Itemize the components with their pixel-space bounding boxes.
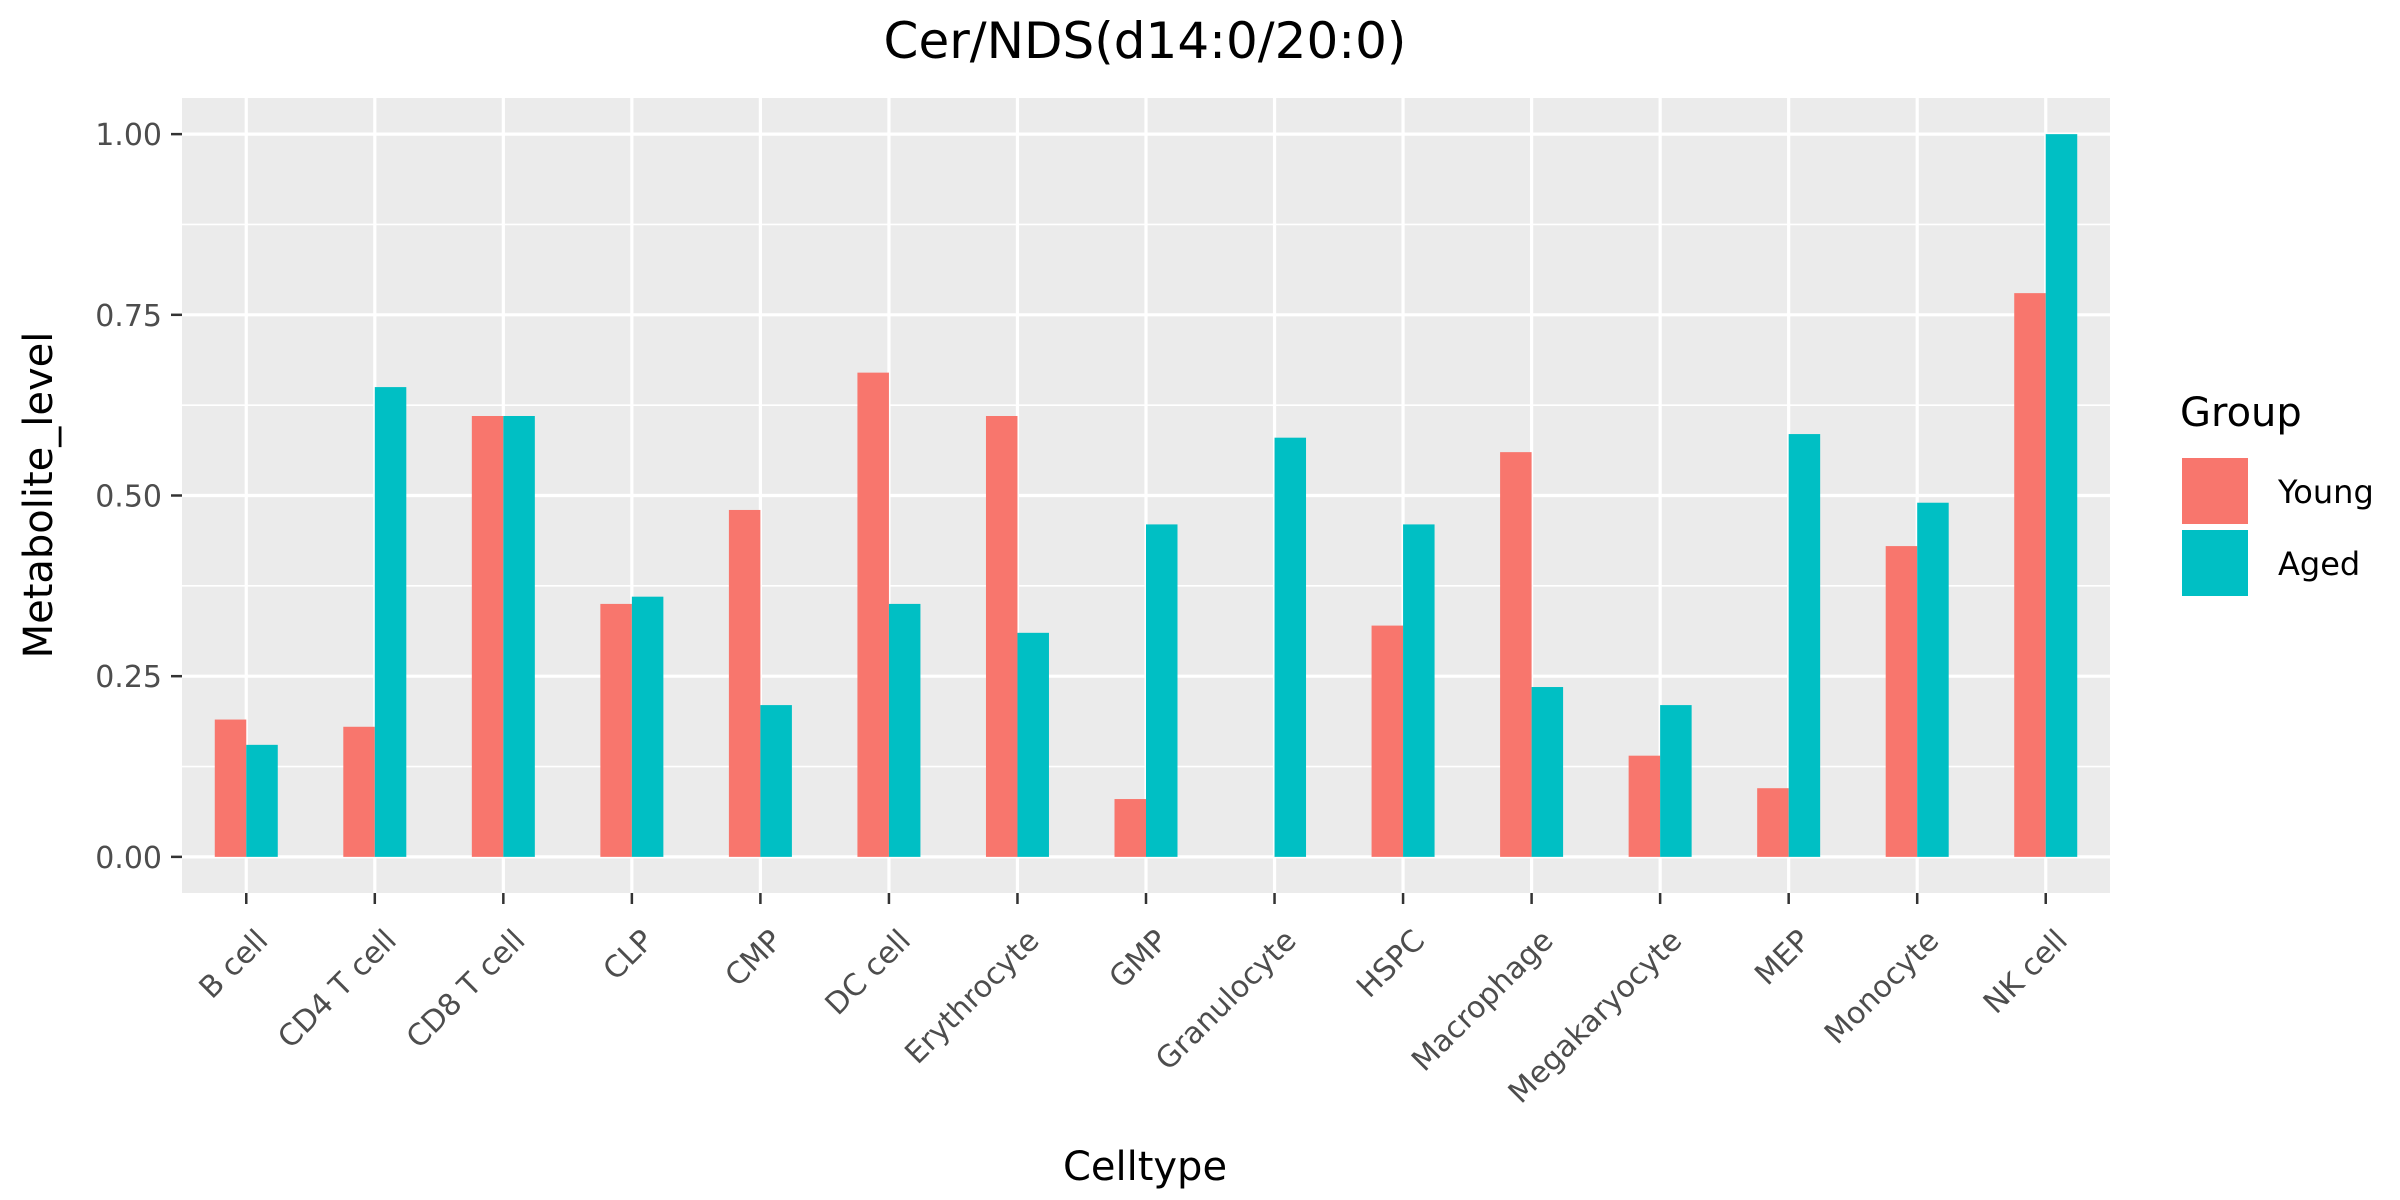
y-tick-label: 0.75 bbox=[95, 299, 162, 334]
x-tick-label: CLP bbox=[597, 923, 661, 987]
y-tick-label: 0.00 bbox=[95, 841, 162, 876]
bar-young-7 bbox=[1114, 799, 1146, 857]
bar-aged-6 bbox=[1017, 632, 1049, 857]
bar-aged-14 bbox=[2045, 134, 2078, 857]
legend-key-young bbox=[2182, 458, 2248, 524]
y-tick-label: 0.25 bbox=[95, 660, 162, 695]
bar-young-12 bbox=[1757, 788, 1789, 857]
bar-aged-8 bbox=[1274, 437, 1307, 857]
bar-aged-5 bbox=[888, 603, 921, 857]
bar-aged-3 bbox=[631, 596, 664, 857]
bar-young-14 bbox=[2014, 293, 2046, 857]
bar-young-4 bbox=[728, 509, 761, 857]
bar-aged-9 bbox=[1403, 524, 1435, 857]
bar-aged-7 bbox=[1146, 524, 1178, 857]
x-tick-label: CD4 T cell bbox=[271, 923, 403, 1055]
legend-label-young: Young bbox=[2277, 473, 2374, 511]
legend-key-aged bbox=[2182, 530, 2248, 596]
bar-aged-4 bbox=[760, 705, 792, 857]
legend: Group Young Aged bbox=[2180, 390, 2374, 596]
x-tick-label: Monocyte bbox=[1818, 923, 1946, 1051]
bar-young-3 bbox=[600, 603, 632, 857]
x-tick-label: DC cell bbox=[819, 923, 918, 1022]
x-tick-label: CMP bbox=[719, 923, 790, 994]
legend-label-aged: Aged bbox=[2278, 545, 2360, 583]
x-axis-title: Celltype bbox=[1063, 1144, 1227, 1190]
x-tick-label: Erythrocyte bbox=[898, 923, 1046, 1071]
x-tick-label: B cell bbox=[193, 923, 276, 1006]
bar-aged-2 bbox=[503, 416, 535, 857]
bar-young-6 bbox=[985, 416, 1018, 857]
bar-aged-12 bbox=[1788, 434, 1821, 857]
bar-aged-1 bbox=[374, 387, 407, 857]
x-tick-label: HSPC bbox=[1350, 923, 1432, 1005]
bar-young-2 bbox=[471, 416, 504, 857]
bar-aged-10 bbox=[1531, 687, 1564, 857]
bar-young-5 bbox=[857, 372, 889, 857]
bar-young-13 bbox=[1885, 546, 1918, 857]
bar-young-0 bbox=[214, 719, 247, 857]
bar-young-11 bbox=[1628, 755, 1661, 857]
y-axis: 0.00 0.25 0.50 0.75 1.00 bbox=[95, 118, 182, 876]
y-tick-label: 0.50 bbox=[95, 480, 162, 515]
bar-aged-11 bbox=[1660, 705, 1692, 857]
y-axis-title: Metabolite_level bbox=[16, 332, 62, 659]
x-tick-label: GMP bbox=[1103, 923, 1175, 995]
x-tick-label: NK cell bbox=[1977, 923, 2075, 1021]
bars bbox=[214, 134, 2078, 857]
x-tick-label: CD8 T cell bbox=[400, 923, 532, 1055]
bar-young-9 bbox=[1371, 625, 1404, 857]
bar-aged-13 bbox=[1917, 502, 1949, 857]
legend-title: Group bbox=[2180, 390, 2302, 436]
bar-young-1 bbox=[343, 726, 375, 857]
bar-young-10 bbox=[1500, 452, 1532, 857]
bar-aged-0 bbox=[246, 744, 278, 857]
chart-title: Cer/NDS(d14:0/20:0) bbox=[884, 12, 1407, 70]
y-tick-label: 1.00 bbox=[95, 118, 162, 153]
x-tick-label: MEP bbox=[1748, 923, 1817, 992]
legend-items: Young Aged bbox=[2182, 458, 2374, 596]
